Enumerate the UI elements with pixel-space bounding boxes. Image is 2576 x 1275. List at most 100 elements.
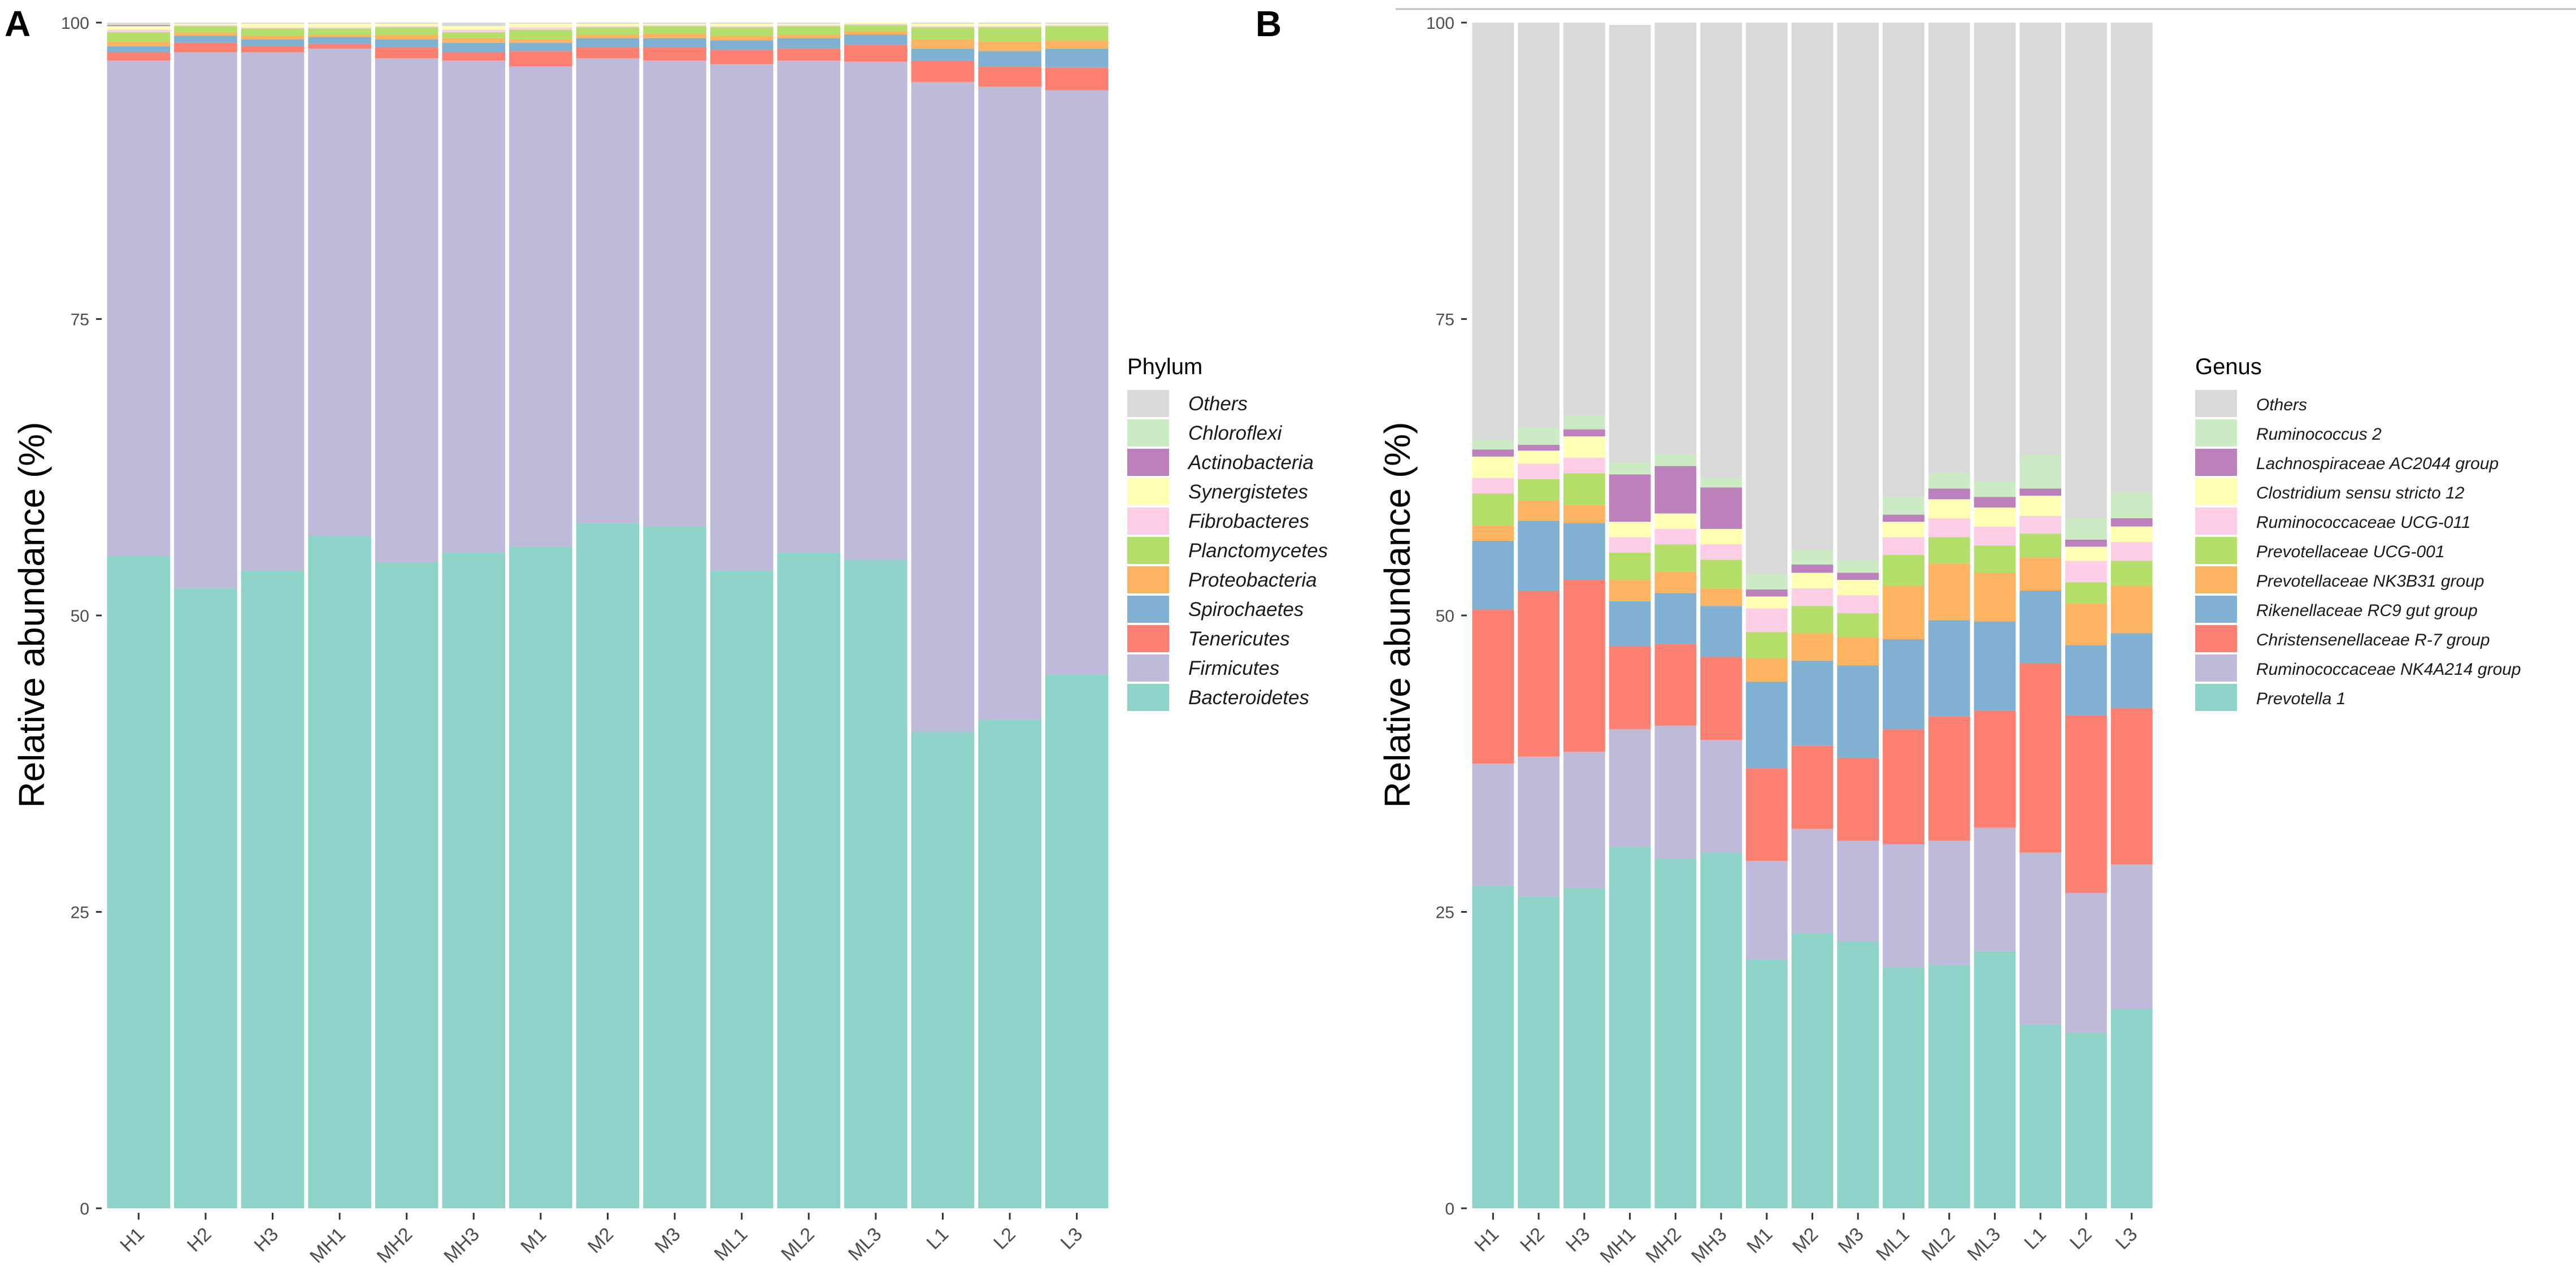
bar-segment-clostridium-sensu-stricto-12-h1 bbox=[1472, 456, 1514, 478]
panel-b-legend-title: Genus bbox=[2195, 354, 2262, 379]
bar-segment-clostridium-sensu-stricto-12-l3 bbox=[2110, 526, 2153, 542]
bar-segment-prevotellaceae-ucg-001-mh1 bbox=[1609, 552, 1651, 580]
bar-segment-ruminococcaceae-nk4a214-group-h3 bbox=[1563, 752, 1605, 888]
bar-segment-christensenellaceae-r-7-group-h1 bbox=[1472, 609, 1514, 764]
bar-segment-others-ml2 bbox=[777, 23, 841, 24]
bar-segment-prevotella-1-h1 bbox=[1472, 886, 1514, 1208]
bar-segment-clostridium-sensu-stricto-12-mh3 bbox=[1700, 528, 1742, 545]
bar-segment-chloroflexi-h1 bbox=[107, 24, 171, 25]
bar-segment-rikenellaceae-rc9-gut-group-l2 bbox=[2065, 645, 2107, 715]
panel-b-label: B bbox=[1256, 3, 1282, 44]
bar-segment-ruminococcus-2-h3 bbox=[1563, 415, 1605, 430]
bar-segment-synergistetes-m1 bbox=[509, 24, 572, 28]
bar-segment-ruminococcaceae-nk4a214-group-mh2 bbox=[1654, 726, 1697, 859]
panel-a-x-ticks: H1 H2 H3 MH1 MH2 MH3 M1 M2 M3 ML1 ML2 ML3 L1 L2 L3 bbox=[116, 1213, 1087, 1267]
bar-segment-prevotellaceae-nk3b31-group-l3 bbox=[2110, 586, 2153, 634]
bar-segment-prevotellaceae-ucg-001-mh3 bbox=[1700, 560, 1742, 588]
x-tick-label: M2 bbox=[1788, 1224, 1822, 1257]
x-tick-label: MH1 bbox=[306, 1224, 350, 1268]
legend-label: Clostridium sensu stricto 12 bbox=[2256, 484, 2465, 502]
bar-segment-christensenellaceae-r-7-group-m3 bbox=[1837, 757, 1879, 841]
bar-segment-planctomycetes-mh2 bbox=[375, 27, 438, 34]
bar-segment-others-h3 bbox=[241, 23, 305, 24]
bar-segment-ruminococcaceae-nk4a214-group-mh1 bbox=[1609, 729, 1651, 847]
bar-segment-others-l2 bbox=[2065, 23, 2107, 518]
x-tick-label: ML3 bbox=[1963, 1224, 2005, 1265]
bar-segment-clostridium-sensu-stricto-12-mh1 bbox=[1609, 522, 1651, 537]
bar-segment-christensenellaceae-r-7-group-mh2 bbox=[1654, 644, 1697, 726]
bar-segment-ruminococcaceae-ucg-011-mh3 bbox=[1700, 544, 1742, 560]
bar-segment-ruminococcaceae-ucg-011-ml2 bbox=[1928, 518, 1970, 537]
bar-segment-prevotella-1-ml2 bbox=[1928, 965, 1970, 1208]
bar-segment-others-h2 bbox=[1518, 23, 1559, 427]
bar-segment-ruminococcaceae-ucg-011-ml3 bbox=[1974, 526, 2016, 546]
bar-segment-synergistetes-m3 bbox=[643, 24, 706, 25]
bar-segment-ruminococcaceae-nk4a214-group-m1 bbox=[1745, 861, 1788, 960]
bar-segment-firmicutes-mh1 bbox=[308, 49, 371, 536]
bar-segment-prevotellaceae-ucg-001-ml3 bbox=[1974, 545, 2016, 573]
bar-segment-actinobacteria-h1 bbox=[107, 25, 171, 27]
bar-segment-prevotella-1-m2 bbox=[1791, 933, 1834, 1208]
bar-segment-christensenellaceae-r-7-group-ml1 bbox=[1883, 729, 1925, 844]
bar-segment-fibrobacteres-h2 bbox=[174, 25, 237, 27]
bar-segment-prevotellaceae-nk3b31-group-ml2 bbox=[1928, 563, 1970, 621]
legend-label: Ruminococcaceae NK4A214 group bbox=[2256, 660, 2521, 679]
bar-segment-firmicutes-l1 bbox=[911, 81, 975, 732]
bar-segment-ruminococcaceae-ucg-011-l3 bbox=[2110, 541, 2153, 561]
bar-segment-others-m1 bbox=[1745, 23, 1788, 574]
bar-segment-bacteroidetes-h2 bbox=[174, 588, 237, 1208]
legend-swatch bbox=[1127, 390, 1169, 417]
bar-segment-bacteroidetes-ml1 bbox=[710, 570, 774, 1208]
bar-segment-others-ml1 bbox=[1883, 23, 1925, 497]
bar-segment-firmicutes-ml3 bbox=[844, 62, 907, 560]
bar-segment-synergistetes-l1 bbox=[911, 24, 975, 27]
bar-segment-ruminococcus-2-ml2 bbox=[1928, 473, 1970, 489]
bar-segment-prevotellaceae-nk3b31-group-l2 bbox=[2065, 604, 2107, 645]
x-tick-label: L1 bbox=[923, 1224, 953, 1254]
bar-segment-others-ml2 bbox=[1928, 23, 1970, 474]
bar-segment-ruminococcaceae-nk4a214-group-l3 bbox=[2110, 864, 2153, 1009]
bar-segment-ruminococcus-2-mh1 bbox=[1609, 462, 1651, 475]
bar-segment-prevotella-1-mh1 bbox=[1609, 847, 1651, 1208]
legend-swatch bbox=[2195, 449, 2237, 476]
x-tick-label: H1 bbox=[116, 1224, 149, 1256]
bar-segment-ruminococcus-2-ml3 bbox=[1974, 481, 2016, 497]
bar-segment-proteobacteria-l2 bbox=[978, 41, 1041, 51]
bar-segment-others-h1 bbox=[107, 23, 171, 24]
bar-segment-proteobacteria-m2 bbox=[576, 34, 640, 38]
bar-segment-lachnospiraceae-ac2044-group-l2 bbox=[2065, 539, 2107, 547]
bar-segment-others-h3 bbox=[1563, 23, 1605, 415]
bar-segment-others-l3 bbox=[1045, 23, 1109, 24]
bar-segment-spirochaetes-m3 bbox=[643, 38, 706, 48]
x-tick-label: ML1 bbox=[710, 1224, 752, 1265]
bar-segment-proteobacteria-mh2 bbox=[375, 34, 438, 40]
bar-segment-fibrobacteres-l1 bbox=[911, 26, 975, 28]
bar-segment-bacteroidetes-ml3 bbox=[844, 560, 907, 1208]
bar-segment-prevotella-1-ml3 bbox=[1974, 951, 2016, 1208]
bar-segment-bacteroidetes-l1 bbox=[911, 731, 975, 1208]
bar-segment-ruminococcaceae-nk4a214-group-ml1 bbox=[1883, 844, 1925, 968]
bar-segment-prevotellaceae-ucg-001-m3 bbox=[1837, 613, 1879, 637]
bar-segment-ruminococcus-2-m2 bbox=[1791, 550, 1834, 565]
bar-segment-lachnospiraceae-ac2044-group-h3 bbox=[1563, 429, 1605, 437]
bar-segment-spirochaetes-h3 bbox=[241, 39, 305, 46]
bar-segment-fibrobacteres-ml3 bbox=[844, 24, 907, 25]
bar-segment-rikenellaceae-rc9-gut-group-m3 bbox=[1837, 665, 1879, 758]
bar-segment-ruminococcaceae-nk4a214-group-l1 bbox=[2019, 852, 2062, 1025]
bar-segment-planctomycetes-m2 bbox=[576, 27, 640, 34]
bar-segment-ruminococcus-2-l2 bbox=[2065, 518, 2107, 540]
bar-segment-ruminococcaceae-nk4a214-group-l2 bbox=[2065, 892, 2107, 1033]
bar-segment-others-m2 bbox=[1791, 23, 1834, 550]
bar-segment-prevotella-1-mh2 bbox=[1654, 858, 1697, 1208]
bar-segment-ruminococcaceae-ucg-011-h2 bbox=[1518, 463, 1559, 479]
bar-segment-others-ml3 bbox=[1974, 23, 2016, 482]
x-tick-label: M2 bbox=[584, 1224, 618, 1257]
bar-segment-firmicutes-l3 bbox=[1045, 90, 1109, 675]
bar-segment-planctomycetes-h3 bbox=[241, 28, 305, 36]
x-tick-label: L1 bbox=[2020, 1224, 2051, 1254]
bar-segment-others-l1 bbox=[2019, 23, 2062, 456]
bar-segment-others-mh3 bbox=[442, 23, 506, 27]
bar-segment-ruminococcaceae-nk4a214-group-mh3 bbox=[1700, 740, 1742, 853]
bar-segment-lachnospiraceae-ac2044-group-h1 bbox=[1472, 449, 1514, 457]
